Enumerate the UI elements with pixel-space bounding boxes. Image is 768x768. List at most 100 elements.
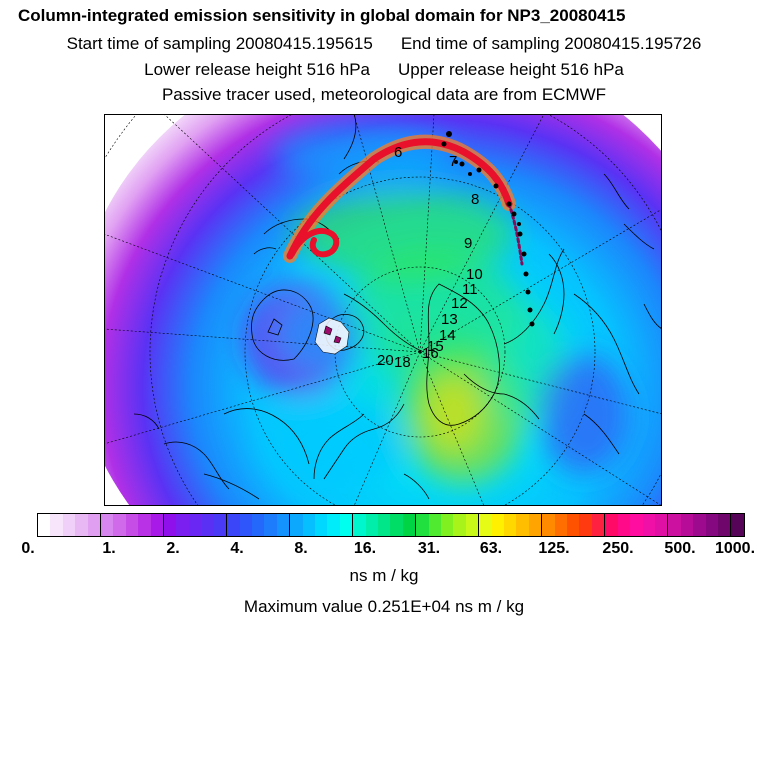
- release-plume: [283, 134, 524, 266]
- colorbar-swatch: [213, 514, 227, 536]
- plot-title: Column-integrated emission sensitivity i…: [18, 6, 626, 25]
- colorbar-swatch: [390, 514, 403, 536]
- colorbar-swatch: [402, 514, 416, 536]
- colorbar-swatch: [617, 514, 631, 536]
- colorbar-swatch: [138, 514, 151, 536]
- day-label: 6: [394, 144, 402, 161]
- colorbar-swatch: [630, 514, 643, 536]
- colorbar-tick: 125.: [538, 540, 570, 557]
- map-frame: [104, 114, 662, 506]
- colorbar-swatch: [504, 514, 517, 536]
- colorbar-swatch: [705, 514, 718, 536]
- colorbar-swatch: [591, 514, 605, 536]
- day-label: 20: [377, 352, 394, 369]
- day-label: 16: [422, 345, 439, 362]
- day-labels: 6 7 8 9 10 11 12 13 14 15 16 18 20: [377, 144, 483, 371]
- map-canvas: 6 7 8 9 10 11 12 13 14 15 16 18 20: [104, 114, 662, 506]
- colorbar-swatch: [541, 514, 555, 536]
- day-label: 15: [427, 338, 444, 355]
- colorbar-swatch: [567, 514, 580, 536]
- colorbar-swatch: [365, 514, 378, 536]
- colorbar-tick: 2.: [166, 540, 180, 557]
- colorbar-swatch: [465, 514, 479, 536]
- colorbar-swatch: [239, 514, 252, 536]
- colorbar-swatch: [478, 514, 492, 536]
- colorbar-swatch: [100, 514, 114, 536]
- colorbar-swatch: [491, 514, 505, 536]
- colorbar-swatch: [717, 514, 731, 536]
- colorbar-swatch: [62, 514, 76, 536]
- track-dots: [441, 131, 535, 327]
- day-label: 11: [462, 281, 478, 298]
- colorbar-swatch: [276, 514, 290, 536]
- colorbar-swatch: [75, 514, 88, 536]
- day-label: 12: [451, 295, 468, 312]
- colorbar-swatch: [428, 514, 441, 536]
- day-label: 9: [464, 235, 472, 252]
- colorbar-swatch: [642, 514, 655, 536]
- colorbar-swatch: [251, 514, 265, 536]
- colorbar-swatch: [226, 514, 240, 536]
- colorbar-swatch: [150, 514, 164, 536]
- colorbar-tick: 8.: [294, 540, 308, 557]
- maximum-value: Maximum value 0.251E+04 ns m / kg: [243, 597, 525, 616]
- colorbar-swatch: [87, 514, 101, 536]
- colorbar-tick: 0.: [21, 540, 35, 557]
- colorbar-swatch: [377, 514, 391, 536]
- colorbar-swatch: [113, 514, 126, 536]
- colorbar-swatch: [264, 514, 277, 536]
- day-label: 14: [439, 327, 456, 344]
- colorbar-unit: ns m / kg: [349, 566, 419, 585]
- colorbar-tick: 16.: [353, 540, 377, 557]
- colorbar-swatch: [730, 514, 744, 536]
- colorbar: [37, 513, 745, 537]
- colorbar-swatch: [667, 514, 681, 536]
- colorbar-swatch: [163, 514, 177, 536]
- colorbar-tick: 1.: [102, 540, 116, 557]
- colorbar-swatch: [125, 514, 139, 536]
- sensitivity-map: 6 7 8 9 10 11 12 13 14 15 16 18 20: [104, 114, 662, 506]
- colorbar-swatch: [50, 514, 63, 536]
- colorbar-tick: 500.: [664, 540, 696, 557]
- colorbar-swatch: [654, 514, 668, 536]
- day-label: 10: [466, 266, 483, 283]
- dense-coast-clusters: [314, 317, 350, 355]
- colorbar-swatch: [441, 514, 454, 536]
- colorbar-swatch: [302, 514, 315, 536]
- colorbar-swatch: [528, 514, 542, 536]
- colorbar-swatch: [604, 514, 618, 536]
- colorbar-swatch: [554, 514, 568, 536]
- colorbar-swatch: [453, 514, 466, 536]
- colorbar-tick: 1000.: [714, 540, 756, 557]
- upper-release-height: Upper release height 516 hPa: [398, 60, 624, 79]
- colorbar-swatch: [176, 514, 189, 536]
- colorbar-swatch: [38, 514, 51, 536]
- colorbar-swatch: [327, 514, 340, 536]
- end-time: End time of sampling 20080415.195726: [400, 34, 702, 53]
- colorbar-swatch: [516, 514, 529, 536]
- colorbar-swatch: [289, 514, 303, 536]
- release-heights: Lower release height 516 hPa Upper releas…: [0, 60, 768, 80]
- colorbar-tick: 250.: [602, 540, 634, 557]
- start-time: Start time of sampling 20080415.195615: [66, 34, 373, 53]
- lower-release-height: Lower release height 516 hPa: [144, 60, 370, 79]
- day-label: 13: [441, 311, 458, 328]
- day-label: 18: [394, 354, 411, 371]
- colorbar-swatch: [415, 514, 429, 536]
- graticule: [104, 114, 662, 506]
- colorbar-swatch: [339, 514, 353, 536]
- day-label: 7: [449, 153, 457, 170]
- colorbar-swatch: [579, 514, 592, 536]
- colorbar-swatch: [201, 514, 214, 536]
- sampling-times: Start time of sampling 20080415.195615 En…: [0, 34, 768, 54]
- colorbar-tick: 63.: [479, 540, 503, 557]
- colorbar-swatch: [188, 514, 202, 536]
- colorbar-ticks: 0. 1. 2. 4. 8. 16. 31. 63. 125. 250. 500…: [0, 536, 768, 562]
- colorbar-swatch: [314, 514, 328, 536]
- colorbar-swatch: [352, 514, 366, 536]
- tracer-info: Passive tracer used, meteorological data…: [161, 85, 607, 104]
- colorbar-swatch: [693, 514, 706, 536]
- colorbar-tick: 4.: [230, 540, 244, 557]
- day-label: 8: [471, 191, 479, 208]
- colorbar-tick: 31.: [417, 540, 441, 557]
